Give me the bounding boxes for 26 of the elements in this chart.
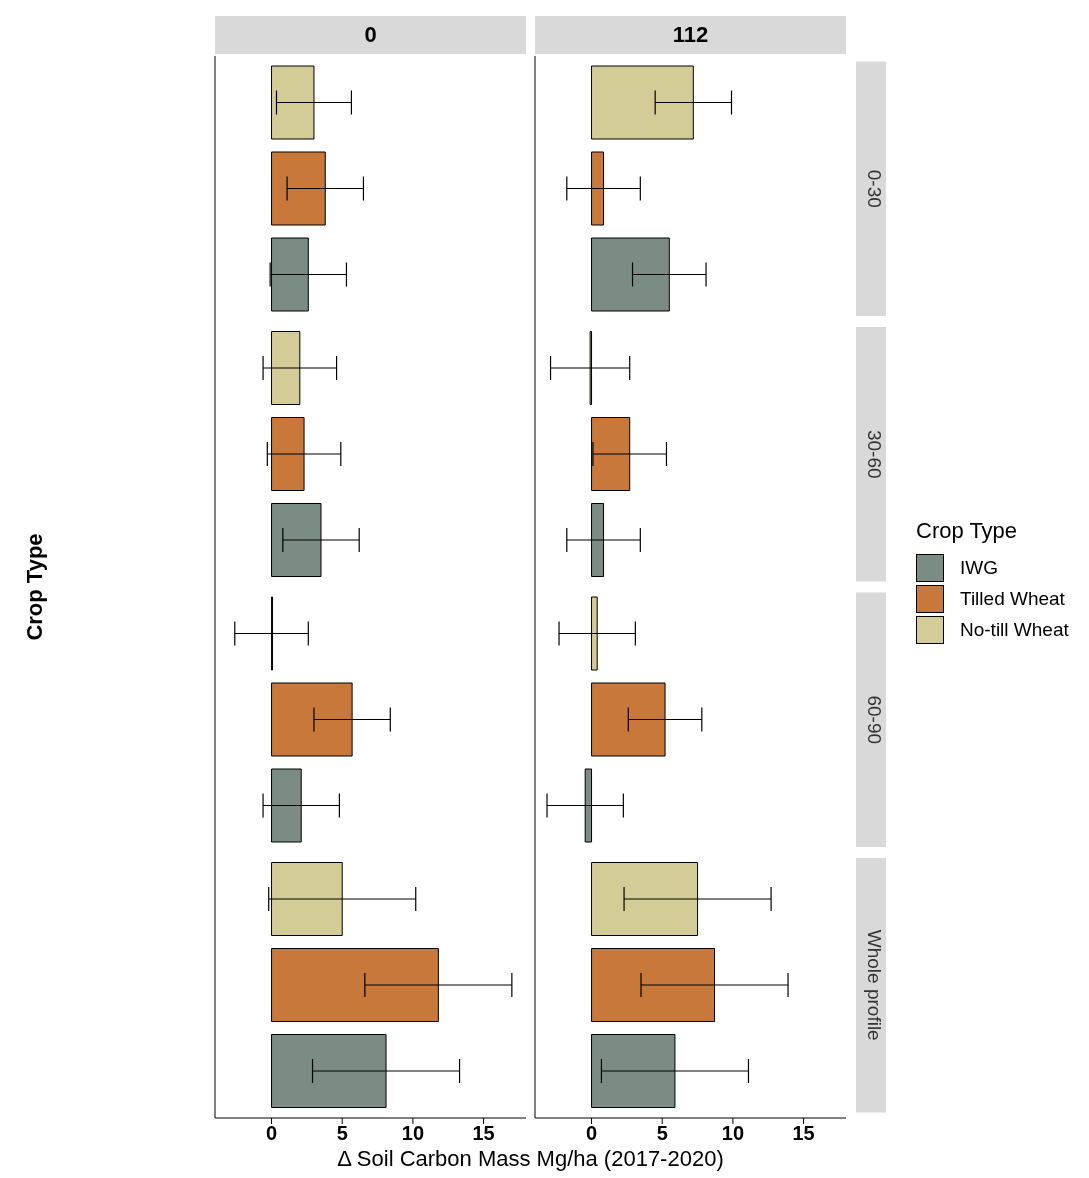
x-tick-label: 10 bbox=[721, 1122, 745, 1145]
x-tick-label: 15 bbox=[792, 1122, 815, 1145]
panel-strip: 60-90 bbox=[856, 592, 886, 847]
panel-strip: 30-60 bbox=[856, 327, 886, 582]
y-axis-title: Crop Type bbox=[22, 533, 48, 641]
x-tick-label: 5 bbox=[336, 1122, 348, 1145]
x-axis-title: Δ Soil Carbon Mass Mg/ha (2017-2020) bbox=[336, 1146, 725, 1172]
y-tick-label: 60-90 bbox=[863, 695, 885, 745]
panel-strip: 112 bbox=[535, 16, 846, 54]
y-tick-label: Whole profile bbox=[863, 929, 885, 1041]
y-tick-label: 30-60 bbox=[863, 429, 885, 479]
legend-title: Crop Type bbox=[916, 518, 1019, 544]
chart-title: 112 bbox=[672, 22, 709, 48]
y-tick-label: 0-30 bbox=[863, 169, 885, 208]
panel-strip: Whole profile bbox=[856, 858, 886, 1113]
x-tick-label: 0 bbox=[585, 1122, 598, 1145]
chart-title: 0 bbox=[364, 22, 377, 48]
x-tick-label: 15 bbox=[472, 1122, 495, 1145]
legend-label: Tilled Wheat bbox=[960, 587, 1065, 610]
panel-strip: 0-30 bbox=[856, 61, 886, 316]
x-tick-label: 0 bbox=[265, 1122, 278, 1145]
legend-label: IWG bbox=[960, 556, 998, 579]
panel-strip: 0 bbox=[215, 16, 526, 54]
x-tick-label: 5 bbox=[656, 1122, 668, 1145]
legend-label: No-till Wheat bbox=[960, 618, 1069, 641]
x-tick-label: 10 bbox=[401, 1122, 425, 1145]
